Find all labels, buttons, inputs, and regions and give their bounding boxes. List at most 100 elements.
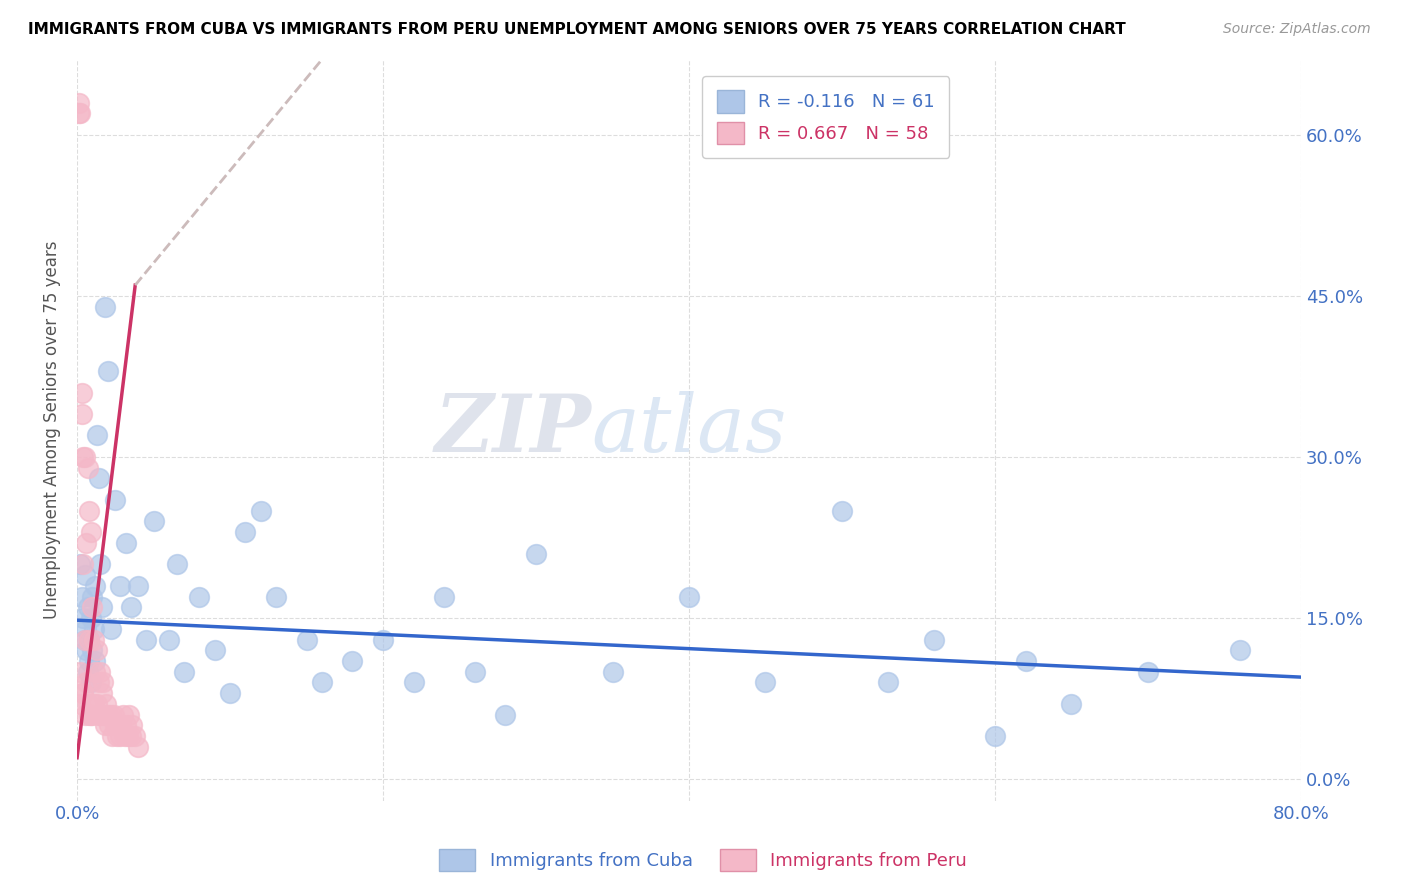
Point [602,665,624,679]
Point [96,697,118,711]
Text: Source: ZipAtlas.com: Source: ZipAtlas.com [1223,22,1371,37]
Point [121,718,143,732]
Point [295,632,318,647]
Legend: Immigrants from Cuba, Immigrants from Peru: Immigrants from Cuba, Immigrants from Pe… [432,842,974,879]
Point [402,675,425,690]
Point [69,665,91,679]
Point [75,536,97,550]
Point [754,675,776,690]
Point [111,707,134,722]
Point [89,558,111,572]
Point [342,654,364,668]
Point [135,632,157,647]
Point [110,718,132,732]
Point [173,665,195,679]
Point [82,600,104,615]
Point [115,536,138,550]
Legend: R = -0.116   N = 61, R = 0.667   N = 58: R = -0.116 N = 61, R = 0.667 N = 58 [702,76,949,158]
Point [142,515,165,529]
Point [70,686,93,700]
Point [76,665,98,679]
Point [98,718,121,732]
Point [127,579,149,593]
Point [311,675,333,690]
Point [1229,643,1251,657]
Point [127,739,149,754]
Point [84,579,107,593]
Point [97,707,120,722]
Point [876,675,898,690]
Point [120,600,142,615]
Point [93,718,115,732]
Point [69,106,91,120]
Point [188,590,211,604]
Point [984,729,1007,743]
Point [70,385,93,400]
Point [219,686,242,700]
Point [87,471,110,485]
Point [494,707,516,722]
Point [73,568,96,582]
Point [831,503,853,517]
Point [118,707,141,722]
Point [433,590,456,604]
Point [80,611,103,625]
Point [117,729,139,743]
Point [101,729,124,743]
Point [80,525,103,540]
Point [73,450,96,464]
Point [72,558,94,572]
Point [80,675,103,690]
Point [524,547,547,561]
Point [1136,665,1159,679]
Point [104,492,127,507]
Point [166,558,188,572]
Point [90,686,112,700]
Point [84,654,107,668]
Point [464,665,486,679]
Point [1014,654,1036,668]
Point [90,600,112,615]
Point [89,707,111,722]
Point [249,503,271,517]
Point [100,707,122,722]
Point [86,428,108,442]
Point [82,590,104,604]
Text: atlas: atlas [591,392,786,469]
Point [76,460,98,475]
Point [75,622,97,636]
Point [1060,697,1083,711]
Point [79,707,101,722]
Y-axis label: Unemployment Among Seniors over 75 years: Unemployment Among Seniors over 75 years [44,241,60,619]
Point [107,718,129,732]
Point [235,525,257,540]
Point [922,632,945,647]
Point [69,697,91,711]
Text: ZIP: ZIP [434,392,591,469]
Point [79,632,101,647]
Point [67,95,90,110]
Point [371,632,394,647]
Point [86,643,108,657]
Point [67,106,90,120]
Point [72,611,94,625]
Point [83,632,105,647]
Point [86,697,108,711]
Point [80,707,103,722]
Point [114,729,136,743]
Point [73,632,96,647]
Point [264,590,287,604]
Point [82,707,104,722]
Point [100,622,122,636]
Point [84,665,107,679]
Point [108,579,131,593]
Point [69,558,91,572]
Point [79,654,101,668]
Point [157,632,180,647]
Point [104,718,127,732]
Point [97,364,120,378]
Point [115,718,138,732]
Point [79,503,101,517]
Point [204,643,226,657]
Point [120,729,142,743]
